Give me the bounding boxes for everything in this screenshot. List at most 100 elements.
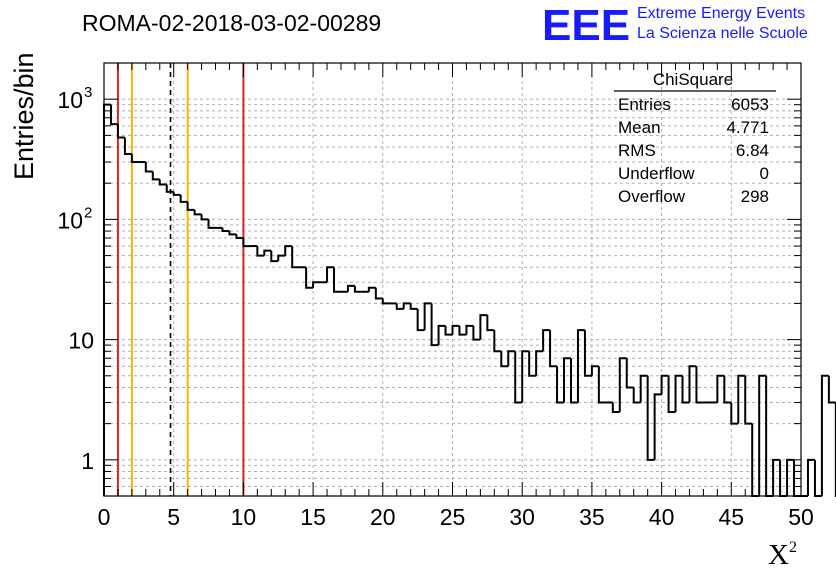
histogram-bin — [221, 227, 230, 233]
stats-row: Overflow 298 — [618, 187, 769, 206]
y-tick-label: 10 — [57, 207, 83, 233]
stats-row-value: 6.84 — [736, 141, 769, 160]
histogram-bin — [172, 191, 181, 196]
histogram-bin — [346, 284, 355, 292]
reference-lines — [116, 63, 245, 496]
x-axis-label-symbol: X — [768, 539, 789, 571]
histogram-bin — [458, 325, 467, 336]
histogram-bin — [737, 374, 746, 424]
histogram-bin — [423, 302, 432, 331]
histogram-bin — [200, 214, 209, 221]
histogram-bin — [521, 350, 530, 403]
histogram-bin — [116, 124, 125, 139]
histogram-bin — [569, 358, 578, 404]
histogram-bin — [179, 194, 188, 203]
histogram-bin — [758, 374, 767, 496]
histogram-bin — [500, 351, 509, 368]
x-tick-label: 35 — [579, 504, 605, 530]
histogram-bin — [514, 351, 523, 404]
histogram-bin — [660, 374, 669, 395]
histogram-bin — [688, 365, 697, 403]
histogram-bin — [144, 162, 153, 173]
y-tick-label: 1 — [81, 448, 94, 474]
histogram-bin — [326, 266, 335, 283]
histogram-bin — [806, 458, 815, 496]
x-axis-label-exponent: 2 — [789, 539, 797, 556]
histogram-bin — [235, 234, 244, 240]
stats-row: Underflow 0 — [618, 164, 769, 183]
stats-row-value: 0 — [760, 164, 769, 183]
histogram-bin — [228, 231, 237, 236]
histogram-bin — [333, 267, 341, 293]
histogram-bin — [507, 350, 516, 367]
x-axis-label: X 2 — [768, 539, 797, 571]
histogram-bin — [402, 302, 411, 309]
stats-row-value: 6053 — [731, 95, 769, 114]
histogram-bin — [158, 179, 167, 186]
histogram-bin — [353, 285, 362, 293]
histogram-bin — [479, 314, 488, 340]
stats-row: Entries 6053 — [618, 95, 769, 114]
histogram-bin — [451, 324, 460, 335]
histogram-bin — [653, 393, 662, 460]
histogram-bin — [625, 358, 634, 389]
x-tick-label: 5 — [167, 504, 180, 530]
eee-branding: EEE Extreme Energy Events La Scienza nel… — [542, 1, 808, 50]
stats-row-label: Overflow — [618, 187, 686, 206]
histogram-bin — [820, 374, 829, 496]
histogram-bin — [611, 402, 620, 413]
chart-title: ROMA-02-2018-03-02-00289 — [82, 10, 381, 36]
stats-row: RMS 6.84 — [618, 141, 769, 160]
x-tick-label: 15 — [300, 504, 326, 530]
eee-logo: EEE — [542, 1, 630, 50]
histogram-bin — [381, 298, 390, 305]
histogram-bin — [681, 375, 690, 404]
histogram-bin — [270, 250, 279, 263]
histogram-bin — [695, 366, 704, 404]
histogram-bin — [563, 357, 571, 403]
histogram-bin — [263, 249, 272, 256]
stats-row-label: RMS — [618, 141, 656, 160]
histogram-bin — [535, 350, 544, 376]
histogram-bin — [590, 365, 599, 376]
y-tick-label: 10 — [68, 328, 94, 354]
histogram-bin — [493, 330, 502, 353]
histogram-bin — [528, 351, 537, 377]
histogram-bin — [576, 329, 585, 403]
histogram-bin — [193, 209, 202, 216]
histogram-bin — [207, 219, 216, 229]
histogram-bin — [549, 330, 558, 368]
y-tick-label-exponent: 3 — [84, 84, 92, 101]
histogram-bin — [165, 184, 174, 193]
histogram-bin — [639, 374, 648, 403]
histogram-bin — [151, 171, 160, 181]
histogram-bin — [416, 308, 425, 332]
histogram-bin — [597, 366, 606, 404]
histogram-bin — [444, 325, 453, 336]
stats-row-label: Mean — [618, 118, 661, 137]
histogram-bin — [186, 201, 195, 211]
x-tick-label: 0 — [98, 504, 111, 530]
histogram-bin — [367, 286, 376, 292]
histogram-bin — [827, 375, 836, 404]
histogram-bin — [277, 254, 286, 262]
histogram-bin — [472, 325, 481, 341]
histogram-bin — [284, 245, 293, 256]
x-tick-label: 50 — [788, 504, 814, 530]
histogram-bin — [723, 375, 732, 404]
histogram-bin — [256, 246, 265, 257]
x-tick-label: 40 — [649, 504, 675, 530]
stats-box: ChiSquare Entries 6053 Mean 4.771 RMS 6.84 Und… — [614, 70, 776, 206]
histogram-bin — [618, 357, 627, 412]
x-tick-label: 45 — [719, 504, 745, 530]
histogram-bin — [646, 375, 655, 461]
histogram-bin — [437, 324, 446, 346]
y-tick-label-exponent: 2 — [84, 204, 92, 221]
x-tick-label: 20 — [370, 504, 396, 530]
stats-row-label: Underflow — [618, 164, 695, 183]
y-tick-label: 10 — [57, 87, 83, 113]
x-tick-label: 25 — [440, 504, 466, 530]
histogram-bin — [674, 374, 683, 412]
